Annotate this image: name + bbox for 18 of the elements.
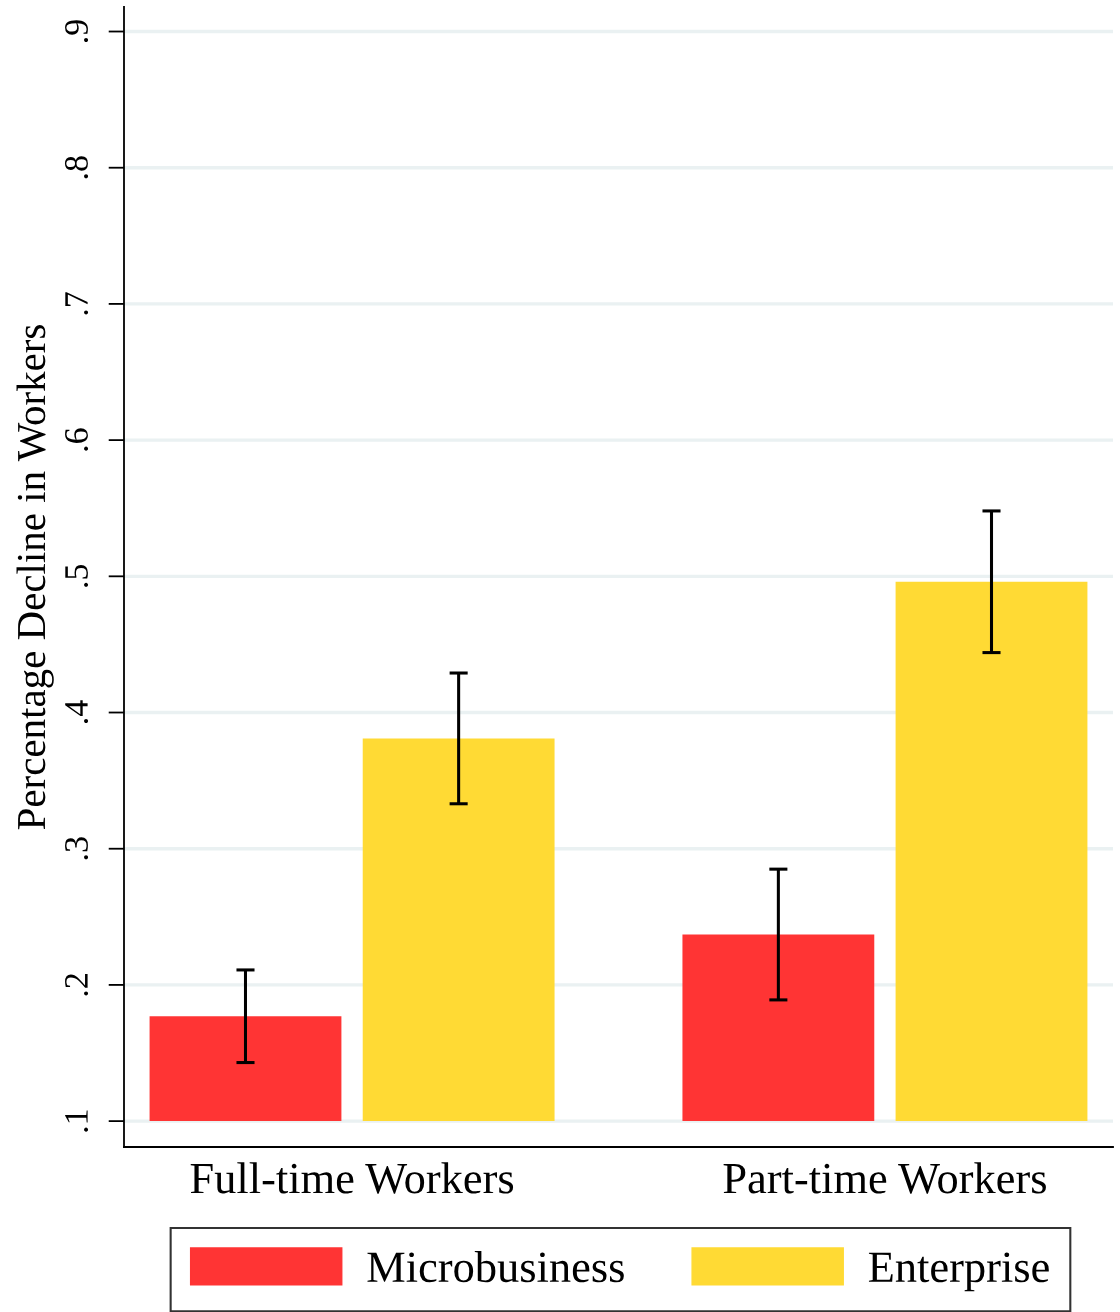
y-tick-label: .9: [65, 20, 89, 43]
y-tick-label: .7: [65, 292, 89, 315]
bar: [149, 1016, 342, 1122]
bar: [682, 934, 875, 1122]
y-tick-label: .4: [65, 700, 89, 724]
x-tick-label: Full-time Workers: [190, 1162, 514, 1194]
y-tick-label: .3: [65, 837, 89, 860]
y-tick-label: .6: [65, 428, 89, 451]
y-tick-label: .2: [65, 974, 89, 996]
y-axis-title: Percentage Decline in Workers: [16, 325, 54, 830]
y-tick-label: .1: [65, 1110, 89, 1132]
y-tick-label: .8: [64, 156, 89, 179]
x-tick-label: Part-time Workers: [723, 1162, 1046, 1194]
legend-label: Microbusiness: [367, 1250, 624, 1283]
bar: [895, 581, 1088, 1122]
bar: [362, 738, 555, 1122]
y-tick-label: .5: [65, 564, 89, 587]
legend-label: Enterprise: [868, 1252, 1049, 1292]
